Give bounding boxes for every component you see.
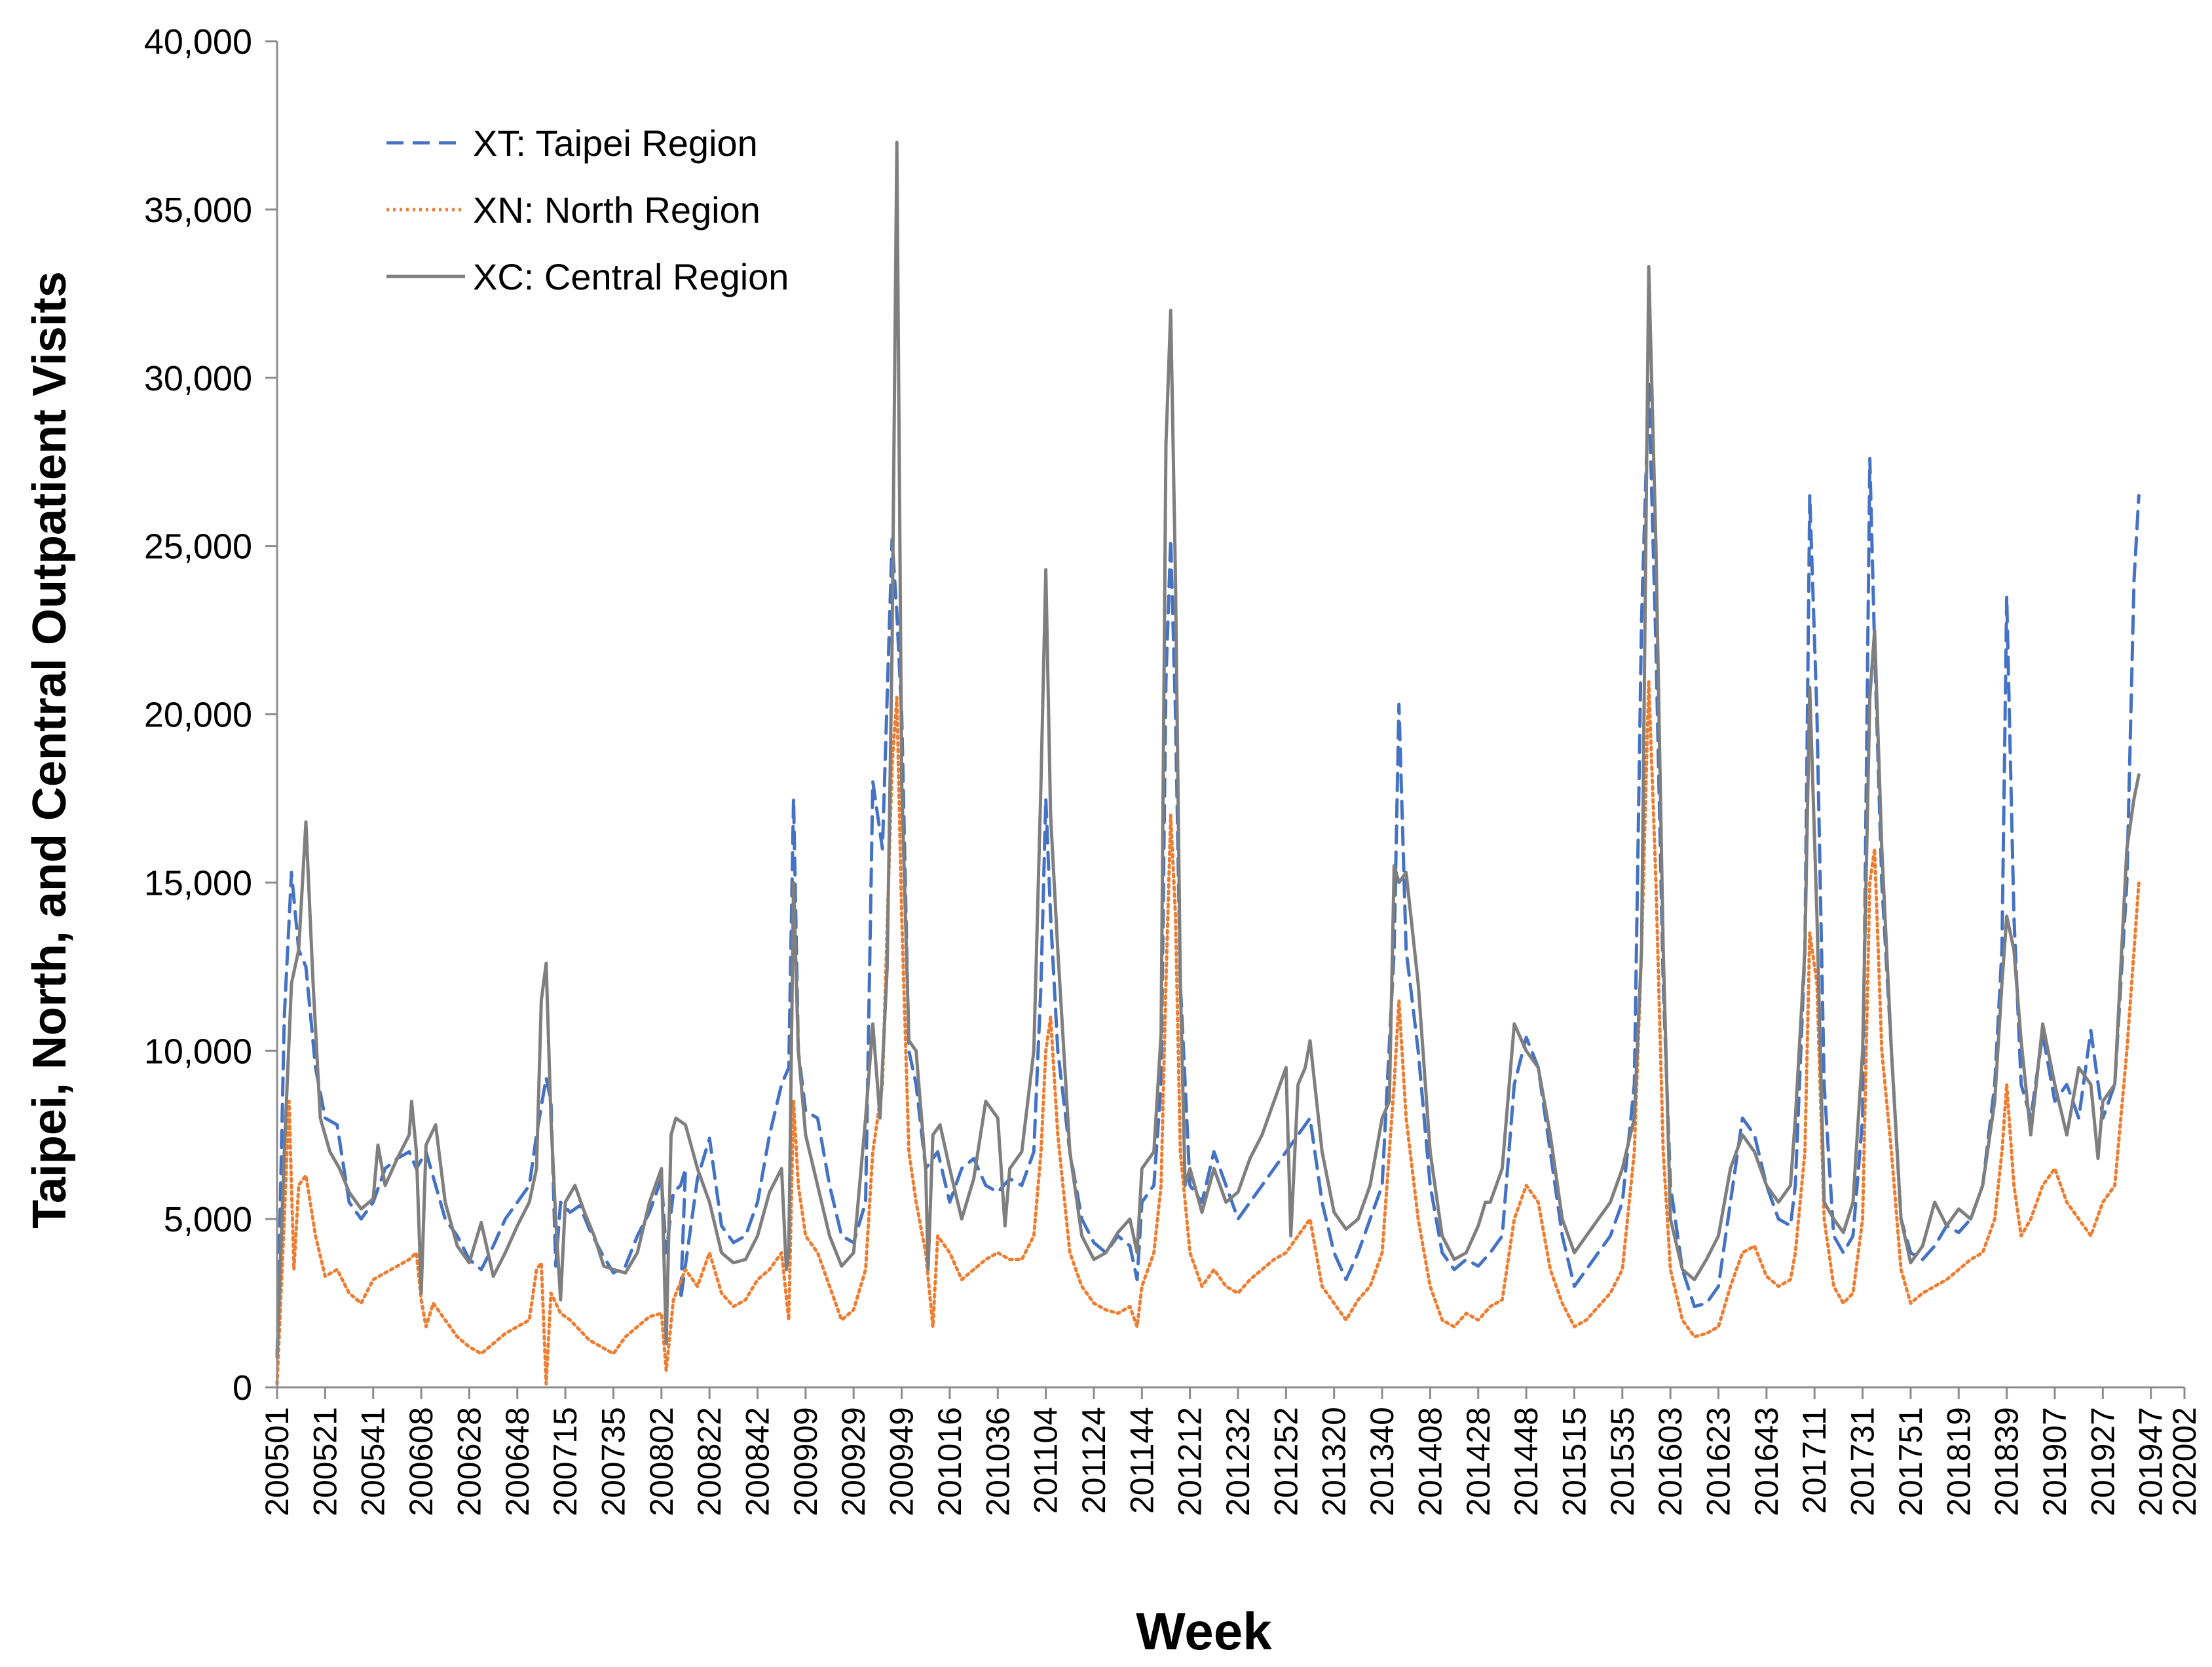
x-tick-label: 200715 [547, 1407, 584, 1516]
y-tick-label: 25,000 [144, 527, 252, 567]
x-tick-label: 201252 [1267, 1407, 1304, 1516]
x-tick-label: 201907 [2036, 1407, 2073, 1516]
x-tick-label: 201819 [1940, 1407, 1977, 1516]
x-tick-label: 201603 [1652, 1407, 1689, 1516]
y-tick-label: 40,000 [144, 22, 252, 62]
y-axis-title: Taipei, North, and Central Outpatient Vi… [24, 271, 76, 1229]
series-layer [275, 140, 2141, 1386]
series-line-xt [275, 383, 2141, 1359]
x-axis-title: Week [1136, 1602, 1272, 1660]
x-tick-label: 200648 [499, 1407, 536, 1516]
x-tick-label: 200735 [595, 1407, 632, 1516]
x-tick-label: 201104 [1028, 1407, 1064, 1514]
legend-label-xn: XN: North Region [473, 189, 760, 231]
series-line-xn [275, 679, 2141, 1386]
x-tick-label: 201927 [2084, 1407, 2121, 1516]
x-tick-label: 202002 [2166, 1407, 2203, 1516]
series-line-xc [275, 140, 2141, 1359]
x-tick-label: 201535 [1604, 1407, 1641, 1516]
x-tick-label: 201036 [979, 1407, 1016, 1516]
x-tick-label: 201623 [1700, 1407, 1737, 1516]
y-tick-label: 30,000 [144, 359, 252, 398]
x-tick-label: 201731 [1845, 1407, 1881, 1516]
x-tick-label: 200909 [787, 1407, 824, 1516]
x-tick-label: 201711 [1796, 1407, 1833, 1514]
x-tick-label: 201124 [1076, 1407, 1112, 1514]
x-tick-label: 200628 [451, 1407, 487, 1516]
x-tick-label: 201448 [1508, 1407, 1545, 1516]
x-tick-label: 200822 [691, 1407, 728, 1516]
x-tick-label: 200521 [307, 1407, 343, 1516]
x-tick-label: 200541 [355, 1407, 392, 1516]
x-tick-label: 201751 [1892, 1407, 1929, 1516]
y-tick-label: 10,000 [144, 1032, 252, 1071]
x-tick-label: 201212 [1172, 1407, 1209, 1516]
y-tick-label: 0 [233, 1368, 252, 1408]
y-tick-label: 35,000 [144, 191, 252, 230]
x-tick-label: 201408 [1412, 1407, 1448, 1516]
x-tick-label: 201428 [1460, 1407, 1497, 1516]
x-tick-label: 200501 [259, 1407, 295, 1516]
x-tick-label: 201947 [2133, 1407, 2169, 1516]
x-tick-label: 200929 [835, 1407, 872, 1516]
x-tick-label: 201340 [1364, 1407, 1400, 1516]
x-tick-label: 201839 [1989, 1407, 2025, 1516]
x-tick-label: 201515 [1556, 1407, 1593, 1516]
x-tick-label: 201144 [1123, 1407, 1160, 1514]
x-tick-label: 200608 [403, 1407, 440, 1516]
x-tick-label: 201320 [1316, 1407, 1353, 1516]
x-tick-label: 201232 [1220, 1407, 1256, 1516]
x-tick-label: 200842 [740, 1407, 776, 1516]
y-tick-label: 5,000 [164, 1200, 252, 1239]
y-tick-label: 15,000 [144, 863, 252, 903]
legend: XT: Taipei Region XN: North Region XC: Cen… [386, 122, 789, 297]
x-tick-label: 201643 [1748, 1407, 1785, 1516]
axis-layer: 0 5,000 10,000 15,000 20,000 25,000 30,000 35,0… [144, 22, 2203, 1516]
legend-label-xc: XC: Central Region [473, 256, 789, 297]
x-tick-label: 200949 [884, 1407, 920, 1516]
legend-label-xt: XT: Taipei Region [473, 122, 758, 164]
y-tick-label: 20,000 [144, 696, 252, 735]
x-tick-label: 200802 [643, 1407, 680, 1516]
x-tick-label: 201016 [931, 1407, 968, 1516]
